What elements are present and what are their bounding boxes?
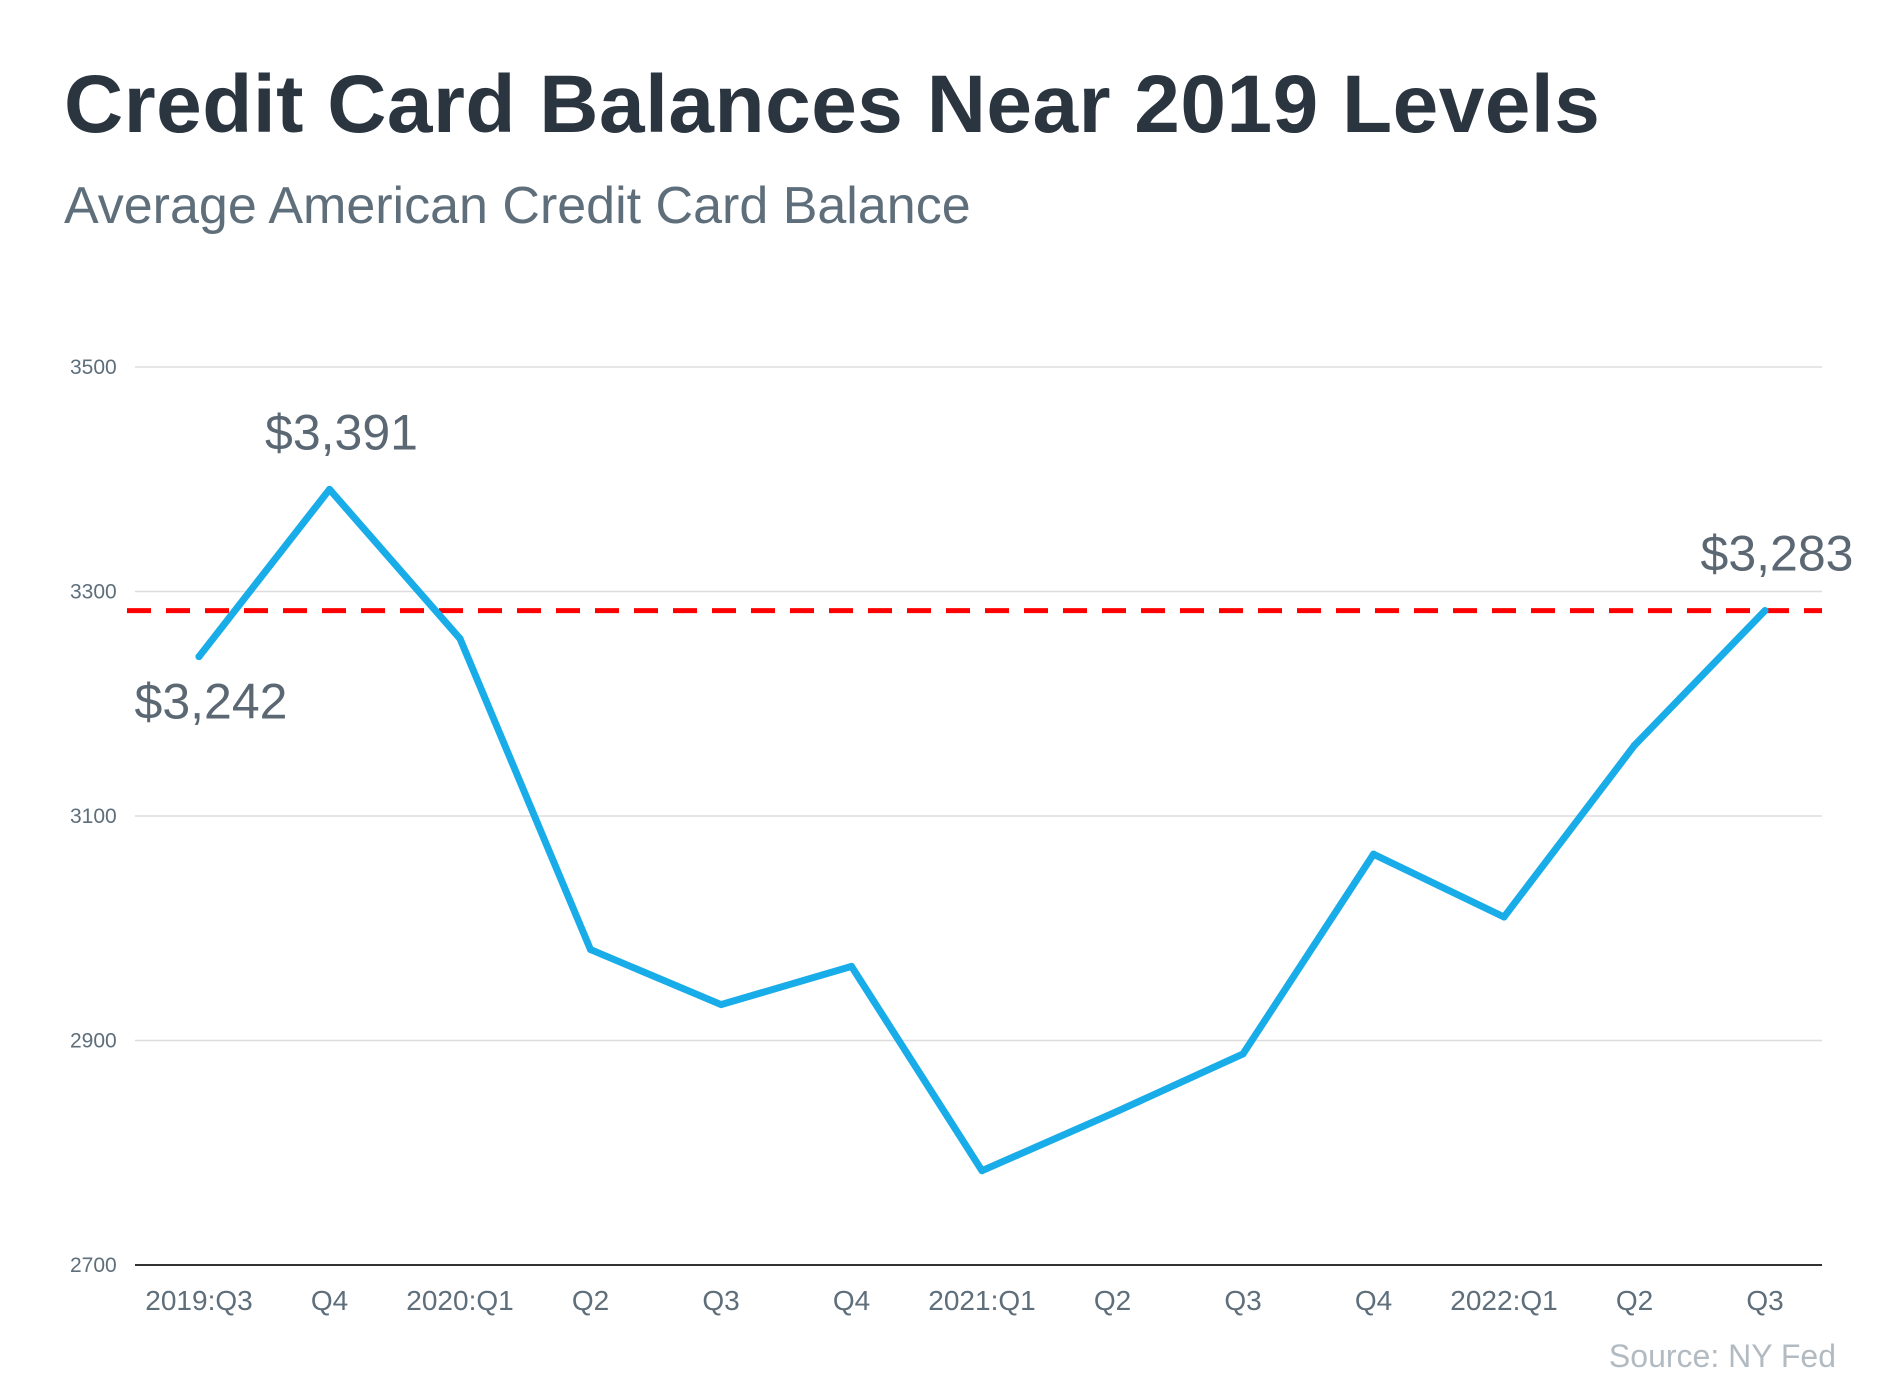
x-tick-label-4: Q3: [702, 1285, 739, 1316]
y-tick-label-2900: 2900: [70, 1030, 117, 1053]
data-point-4: [717, 1001, 725, 1009]
data-point-7: [1109, 1109, 1116, 1117]
data-point-12: [1761, 607, 1769, 615]
data-point-10: [1500, 913, 1508, 921]
source-note: Source: NY Fed: [1608, 1338, 1836, 1374]
x-axis-ticks: 2019:Q3 Q4 2020:Q1 Q2 Q3 Q4 2021:Q1 Q2 Q3 Q4 2022:…: [145, 1285, 1783, 1316]
grid-lines: [135, 366, 1822, 1266]
data-label-1: $3,391: [265, 404, 418, 460]
x-tick-label-12: Q3: [1746, 1285, 1783, 1316]
y-tick-label-3300: 3300: [70, 581, 117, 604]
x-tick-label-11: Q2: [1616, 1285, 1653, 1316]
data-labels: $3,242 $3,391 $3,283: [135, 404, 1854, 729]
data-point-3: [587, 946, 594, 954]
data-point-5: [848, 962, 855, 970]
data-point-11: [1631, 741, 1638, 749]
y-tick-label-3500: 3500: [70, 356, 117, 379]
x-tick-label-2: 2020:Q1: [406, 1285, 513, 1316]
chart-subtitle: Average American Credit Card Balance: [64, 177, 971, 235]
x-tick-label-7: Q2: [1094, 1285, 1131, 1316]
x-tick-label-10: 2022:Q1: [1450, 1285, 1557, 1316]
x-tick-label-8: Q3: [1224, 1285, 1261, 1316]
data-point-1: [326, 485, 333, 493]
data-label-0: $3,242: [135, 674, 288, 730]
data-point-8: [1239, 1050, 1247, 1058]
x-tick-label-6: 2021:Q1: [928, 1285, 1035, 1316]
x-tick-label-1: Q4: [311, 1285, 348, 1316]
x-tick-label-3: Q2: [572, 1285, 609, 1316]
data-point-9: [1370, 850, 1377, 858]
data-point-0: [195, 653, 203, 661]
x-tick-label-0: 2019:Q3: [145, 1285, 252, 1316]
data-label-12: $3,283: [1701, 526, 1854, 582]
x-tick-label-5: Q4: [833, 1285, 870, 1316]
data-point-6: [978, 1167, 986, 1175]
series-layer: [195, 485, 1769, 1175]
y-tick-label-3100: 3100: [70, 805, 117, 828]
y-axis-ticks: 2700 2900 3100 3300 3500: [70, 356, 117, 1277]
chart-title: Credit Card Balances Near 2019 Levels: [64, 59, 1601, 150]
x-tick-label-9: Q4: [1355, 1285, 1392, 1316]
y-tick-label-2700: 2700: [70, 1254, 117, 1277]
data-point-2: [456, 635, 464, 643]
